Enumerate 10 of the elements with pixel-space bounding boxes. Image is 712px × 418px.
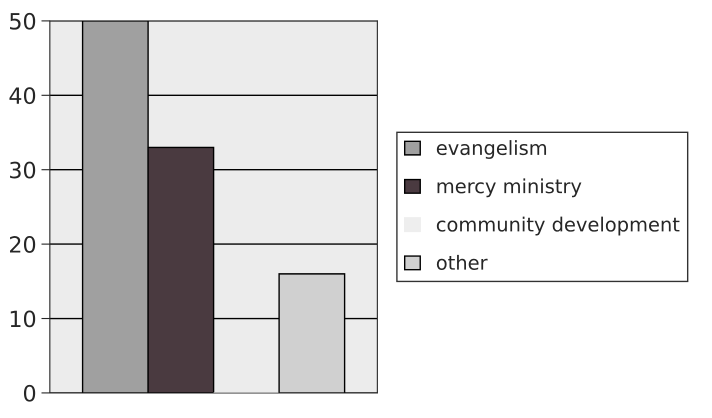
y-tick-label: 0 — [24, 384, 36, 402]
y-tick-label: 50 — [10, 12, 36, 30]
legend-label: mercy ministry — [438, 178, 582, 198]
legend-label: other — [436, 254, 488, 270]
legend-label: community development — [436, 216, 680, 236]
y-tick-label: 40 — [9, 87, 36, 104]
y-tick-label: 30 — [10, 162, 36, 178]
y-tick-label: 20 — [10, 236, 36, 253]
legend-label: evangelism — [436, 140, 546, 159]
y-tick-label: 10 — [10, 310, 36, 328]
